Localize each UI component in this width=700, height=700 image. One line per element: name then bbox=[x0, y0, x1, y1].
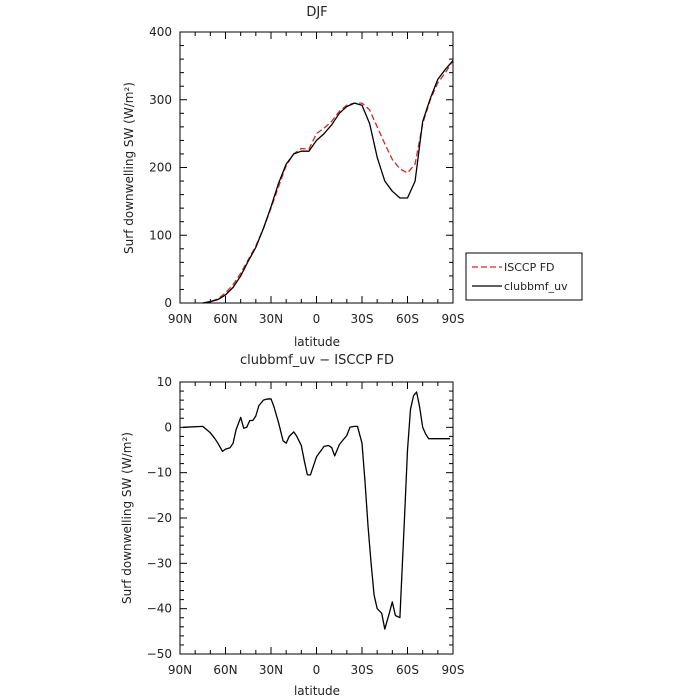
x-tick-label: 90N bbox=[168, 312, 192, 326]
series-line-difference bbox=[182, 391, 450, 630]
bottom-chart: clubbmf_uv − ISCCP FD 90N 60N 30N 0 30S 60S 90… bbox=[120, 353, 464, 698]
x-tick-label: 0 bbox=[313, 663, 321, 677]
x-tick-label: 60N bbox=[213, 312, 237, 326]
y-tick-label: 0 bbox=[164, 296, 172, 310]
y-axis-label: Surf downwelling SW (W/m²) bbox=[120, 432, 134, 604]
x-tick-label: 60S bbox=[396, 663, 419, 677]
x-tick-label: 90N bbox=[168, 663, 192, 677]
series-line-clubbmf-uv bbox=[202, 60, 454, 304]
series-line-isccp-fd bbox=[202, 60, 454, 304]
x-tick-label: 30S bbox=[351, 312, 374, 326]
plot-frame bbox=[179, 381, 454, 655]
x-tick-label: 90S bbox=[442, 312, 465, 326]
x-tick-label: 60S bbox=[396, 312, 419, 326]
y-tick-label: 0 bbox=[164, 420, 172, 434]
x-tick-label: 60N bbox=[213, 663, 237, 677]
legend-label-clubbmf: clubbmf_uv bbox=[504, 280, 568, 293]
chart-title: DJF bbox=[306, 5, 327, 20]
x-tick-label: 30S bbox=[351, 663, 374, 677]
axes: 90N 60N 30N 0 30S 60S 90S 0 100 200 300 400 bbox=[149, 25, 464, 326]
x-tick-label: 90S bbox=[442, 663, 465, 677]
x-tick-label: 30N bbox=[259, 663, 283, 677]
y-tick-label: 200 bbox=[149, 161, 172, 175]
y-tick-label: −30 bbox=[147, 556, 172, 570]
y-tick-label: −20 bbox=[147, 511, 172, 525]
y-tick-label: 10 bbox=[157, 375, 172, 389]
legend: ISCCP FD clubbmf_uv bbox=[465, 252, 583, 301]
y-tick-label: 300 bbox=[149, 93, 172, 107]
plot-area bbox=[182, 391, 450, 630]
y-tick-label: −10 bbox=[147, 466, 172, 480]
y-tick-label: −40 bbox=[147, 602, 172, 616]
x-axis-label: latitude bbox=[294, 684, 340, 698]
x-axis-label: latitude bbox=[294, 335, 340, 349]
x-tick-label: 0 bbox=[313, 312, 321, 326]
y-tick-label: 400 bbox=[149, 25, 172, 39]
y-tick-label: −50 bbox=[147, 647, 172, 661]
legend-label-isccp: ISCCP FD bbox=[504, 261, 555, 274]
chart-title: clubbmf_uv − ISCCP FD bbox=[240, 353, 394, 368]
x-tick-label: 30N bbox=[259, 312, 283, 326]
y-axis-label: Surf downwelling SW (W/m²) bbox=[122, 82, 136, 254]
plot-area bbox=[202, 60, 454, 304]
legend-box bbox=[465, 252, 583, 301]
axes: 90N 60N 30N 0 30S 60S 90S −50 −40 −30 −20 −10 0 10 bbox=[147, 375, 465, 677]
top-chart: DJF 90N 60N 30N 0 30S 60S 90S 0 100 200 300 400 lat… bbox=[122, 5, 583, 349]
y-tick-label: 100 bbox=[149, 228, 172, 242]
